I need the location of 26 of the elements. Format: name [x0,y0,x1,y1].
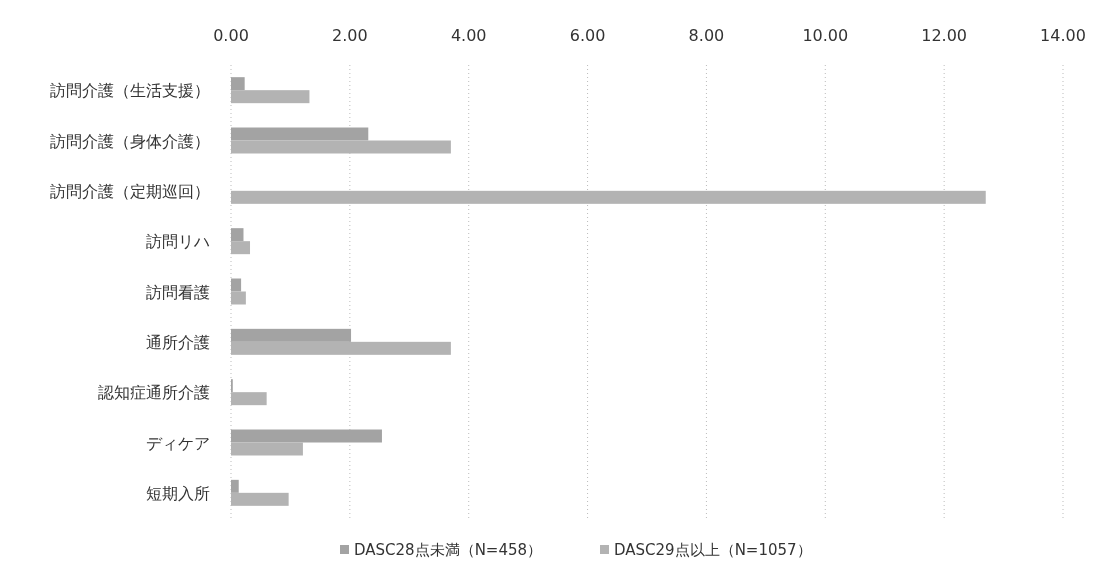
bar [231,127,369,141]
bar [231,479,239,493]
y-tick-label: 訪問介護（生活支援） [50,81,210,101]
x-tick-label: 14.00 [1040,26,1086,45]
y-tick-label: 通所介護 [146,332,210,352]
y-tick-label: 訪問看護 [146,282,210,302]
y-tick-label: 短期入所 [146,483,210,503]
x-tick-label: 4.00 [450,26,487,45]
x-tick-label: 8.00 [688,26,725,45]
legend-label: DASC29点以上（N=1057） [614,541,812,559]
bar [231,278,242,292]
x-tick-label: 0.00 [213,26,249,45]
x-tick-label: 2.00 [332,26,368,45]
bar [231,228,244,242]
x-tick-label: 12.00 [921,26,968,45]
legend-label: DASC28点未満（N=458） [354,541,543,559]
y-tick-label: 訪問介護（身体介護） [50,131,210,151]
y-tick-label: 訪問介護（定期巡回） [50,181,210,201]
y-tick-label: 訪問リハ [146,232,210,252]
bar [231,328,352,342]
bar [231,77,245,91]
y-tick-label: 認知症通所介護 [98,383,210,403]
x-tick-label: 10.00 [802,26,849,45]
y-tick-label: ディケア [146,433,210,453]
x-tick-label: 6.00 [569,26,606,45]
bar [231,429,382,443]
